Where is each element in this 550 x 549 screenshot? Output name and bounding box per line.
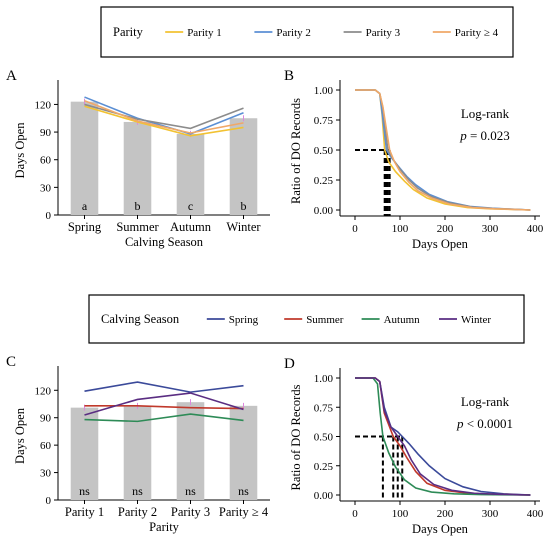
y-tick-label: 1.00 <box>314 373 334 385</box>
y-axis-title: Days Open <box>13 122 27 179</box>
bar <box>70 101 99 215</box>
legend-entry: Parity 3 <box>366 27 401 39</box>
bar <box>70 407 99 500</box>
x-tick-label: 200 <box>437 508 454 520</box>
x-tick-label: 100 <box>392 223 409 235</box>
p-symbol: p <box>459 128 467 143</box>
x-axis-title: Days Open <box>412 237 469 251</box>
bar-label: ns <box>185 484 196 498</box>
y-axis-title: Ratio of DO Records <box>289 384 303 490</box>
bar <box>123 121 152 215</box>
logrank-label: Log-rank <box>461 106 510 121</box>
x-tick-label: Parity ≥ 4 <box>219 505 269 519</box>
y-tick-label: 90 <box>40 127 52 139</box>
legend-entry: Autumn <box>384 314 421 326</box>
y-tick-label: 0.75 <box>314 402 334 414</box>
y-tick-label: 0 <box>46 210 52 222</box>
panel-letter: D <box>284 356 295 372</box>
series-line <box>84 392 244 416</box>
legend-title: Parity <box>113 25 144 39</box>
bar <box>176 133 205 215</box>
y-tick-label: 30 <box>40 182 52 194</box>
x-tick-label: Autumn <box>170 220 212 234</box>
logrank-label: Log-rank <box>461 394 510 409</box>
y-tick-label: 120 <box>35 385 52 397</box>
x-tick-label: 400 <box>527 223 544 235</box>
bar-label: ns <box>132 484 143 498</box>
x-tick-label: 400 <box>527 508 544 520</box>
y-tick-label: 0 <box>46 495 52 507</box>
x-axis-title: Calving Season <box>125 235 204 249</box>
bar-label: b <box>241 199 247 213</box>
x-tick-label: 300 <box>482 223 499 235</box>
x-tick-label: 200 <box>437 223 454 235</box>
x-tick-label: 300 <box>482 508 499 520</box>
p-text: < 0.0001 <box>463 416 513 431</box>
y-tick-label: 0.00 <box>314 490 334 502</box>
y-axis-title: Ratio of DO Records <box>289 98 303 204</box>
series-line <box>84 413 244 423</box>
survival-curve <box>355 89 531 211</box>
x-axis-title: Parity <box>149 520 180 534</box>
bar-label: b <box>135 199 141 213</box>
p-symbol: p <box>456 416 464 431</box>
y-tick-label: 0.50 <box>314 432 334 444</box>
legend-entry: Parity ≥ 4 <box>455 27 499 39</box>
y-tick-label: 0.25 <box>314 461 334 473</box>
p-text: = 0.023 <box>467 128 510 143</box>
x-tick-label: Summer <box>116 220 159 234</box>
x-tick-label: 100 <box>392 508 409 520</box>
legend-box <box>88 294 525 344</box>
y-tick-label: 0.50 <box>314 145 334 157</box>
panel-letter: A <box>6 68 17 84</box>
survival-curve <box>355 377 531 496</box>
bar-label: ns <box>238 484 249 498</box>
legend-entry: Winter <box>461 314 491 326</box>
y-tick-label: 1.00 <box>314 85 334 97</box>
bar <box>229 118 258 215</box>
legend-entry: Parity 1 <box>187 27 222 39</box>
series-line <box>84 105 244 137</box>
bar-label: ns <box>79 484 90 498</box>
y-tick-label: 90 <box>40 413 52 425</box>
y-tick-label: 0.25 <box>314 175 334 187</box>
bar <box>229 405 258 500</box>
panel-letter: C <box>6 354 16 370</box>
series-line <box>84 96 244 135</box>
legend-title: Calving Season <box>101 312 180 326</box>
panel-letter: B <box>284 68 294 84</box>
x-tick-label: 0 <box>352 508 358 520</box>
legend-box <box>100 6 514 58</box>
x-tick-label: Parity 2 <box>118 505 157 519</box>
bar-label: a <box>82 199 88 213</box>
y-tick-label: 30 <box>40 468 52 480</box>
bar <box>176 402 205 500</box>
legend-entry: Summer <box>306 314 344 326</box>
x-tick-label: 0 <box>352 223 358 235</box>
series-line <box>84 99 244 134</box>
series-line <box>84 103 244 130</box>
y-tick-label: 0.00 <box>314 205 334 217</box>
x-tick-label: Winter <box>226 220 261 234</box>
x-tick-label: Spring <box>68 220 102 234</box>
bar-label: c <box>188 199 193 213</box>
series-line <box>84 405 244 410</box>
p-value: p < 0.0001 <box>456 416 513 431</box>
y-tick-label: 60 <box>40 155 52 167</box>
y-tick-label: 0.75 <box>314 115 334 127</box>
legend-entry: Parity 2 <box>276 27 311 39</box>
y-axis-title: Days Open <box>13 407 27 464</box>
legend-entry: Spring <box>229 314 259 326</box>
p-value: p = 0.023 <box>459 128 510 143</box>
x-tick-label: Parity 3 <box>171 505 210 519</box>
x-axis-title: Days Open <box>412 522 469 536</box>
series-line <box>84 381 244 393</box>
y-tick-label: 120 <box>35 99 52 111</box>
y-tick-label: 60 <box>40 440 52 452</box>
survival-curve <box>355 377 531 496</box>
x-tick-label: Parity 1 <box>65 505 104 519</box>
